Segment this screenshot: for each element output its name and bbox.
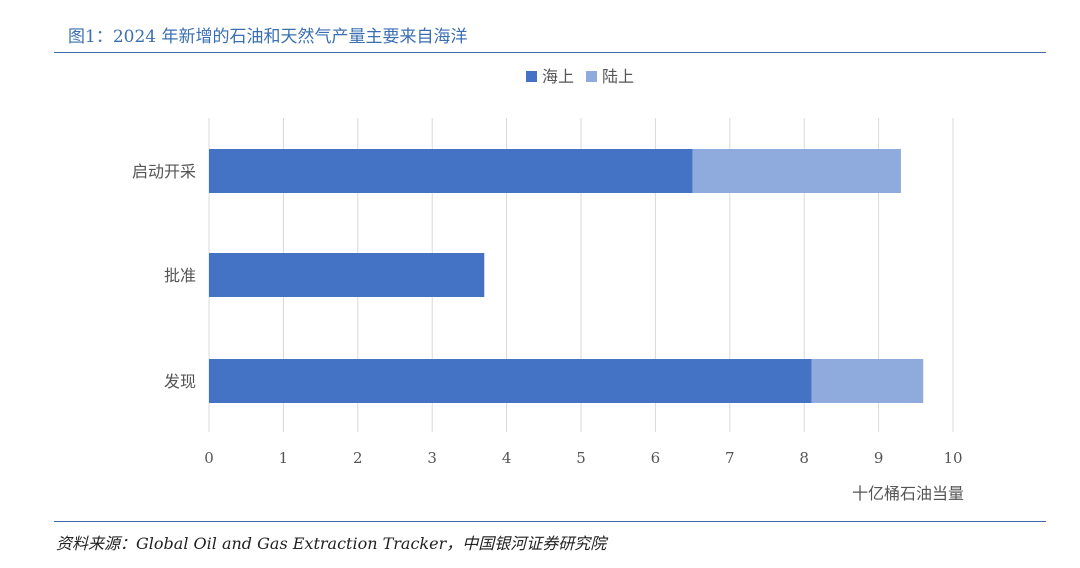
x-tick-label-1: 1 xyxy=(279,449,289,467)
title-rule xyxy=(54,52,1046,53)
legend-swatch-陆上 xyxy=(586,71,597,82)
y-category-label-批准: 批准 xyxy=(164,266,196,285)
x-axis-title: 十亿桶石油当量 xyxy=(852,484,964,503)
bar-海上-批准 xyxy=(209,253,485,297)
x-tick-label-7: 7 xyxy=(725,449,735,467)
legend-label-海上: 海上 xyxy=(542,67,574,86)
legend-label-陆上: 陆上 xyxy=(602,67,634,86)
x-tick-label-2: 2 xyxy=(353,449,363,467)
y-category-label-启动开采: 启动开采 xyxy=(132,162,196,181)
y-category-label-发现: 发现 xyxy=(164,372,196,391)
x-tick-label-6: 6 xyxy=(651,449,661,467)
x-tick-label-0: 0 xyxy=(204,449,214,467)
bar-陆上-启动开采 xyxy=(692,149,901,193)
x-tick-label-4: 4 xyxy=(502,449,512,467)
bar-海上-发现 xyxy=(209,359,812,403)
source-note: 资料来源：Global Oil and Gas Extraction Track… xyxy=(56,534,607,553)
legend-swatch-海上 xyxy=(526,71,537,82)
source-rule xyxy=(54,521,1046,522)
x-tick-label-5: 5 xyxy=(576,449,586,467)
bar-海上-启动开采 xyxy=(209,149,693,193)
x-tick-label-3: 3 xyxy=(427,449,437,467)
bar-陆上-发现 xyxy=(811,359,924,403)
figure-title: 图1：2024 年新增的石油和天然气产量主要来自海洋 xyxy=(68,27,468,47)
x-tick-label-10: 10 xyxy=(943,449,962,467)
x-tick-label-8: 8 xyxy=(799,449,809,467)
x-tick-label-9: 9 xyxy=(874,449,884,467)
